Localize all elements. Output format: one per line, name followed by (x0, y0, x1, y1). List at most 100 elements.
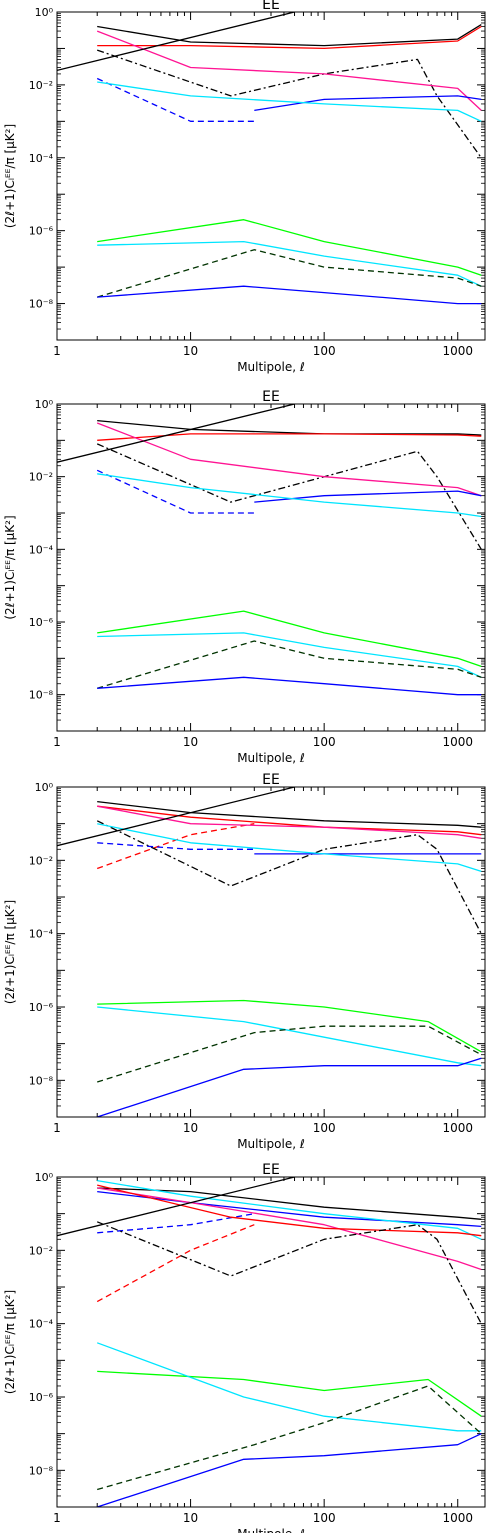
plot-frame (56, 11, 486, 341)
x-tick-label: 1000 (442, 1511, 473, 1525)
plot-area (57, 12, 482, 305)
chart-title: EE (262, 772, 280, 788)
series-line (97, 800, 482, 828)
y-tick-label: 10⁻⁶ (29, 1001, 54, 1014)
chart-panel-3: EE 1 10 100 1000 10⁻⁸ 10⁻⁶ 10⁻⁴ 10⁻² 10⁰ Multipole… (3, 772, 486, 1151)
series-line (97, 285, 482, 305)
y-tick-label: 10⁰ (35, 6, 54, 19)
plot-frame (56, 786, 486, 1118)
series-line (97, 676, 482, 696)
y-tick-label: 10⁻⁶ (29, 225, 54, 238)
series-line (97, 1385, 482, 1491)
series-line (96, 820, 482, 935)
series-line (97, 1025, 482, 1083)
series-line (97, 1187, 482, 1220)
series-line (96, 469, 255, 514)
series-line (96, 77, 255, 122)
x-tick-label: 100 (313, 1511, 336, 1525)
series-line (57, 787, 295, 847)
series-line (96, 1224, 255, 1303)
y-tick-label: 10⁻⁴ (29, 1318, 54, 1331)
plot-area (57, 1177, 482, 1507)
series-line (97, 823, 482, 873)
series-line (97, 805, 482, 839)
y-tick-label: 10⁻² (29, 471, 53, 484)
series-line (96, 443, 482, 550)
series-line (97, 1187, 482, 1271)
y-tick-label: 10⁻⁸ (29, 1074, 54, 1087)
x-tick-label: 1 (53, 735, 61, 749)
series-line (97, 1213, 255, 1234)
series-line (97, 24, 482, 47)
series-line (97, 1179, 482, 1240)
series-line (97, 1184, 482, 1237)
y-tick-label: 10⁰ (35, 398, 54, 411)
series-line (97, 433, 482, 441)
x-tick-label: 1 (53, 1511, 61, 1525)
series-line (97, 473, 482, 518)
y-tick-label: 10⁻⁶ (29, 1391, 54, 1404)
series-line (96, 30, 482, 111)
x-tick-label: 10 (183, 1121, 198, 1135)
y-tick-label: 10⁻² (29, 854, 53, 867)
series-line (96, 422, 482, 497)
y-axis-label: (2ℓ+1)Cₗᴱᴱ/π [μK²] (3, 1290, 17, 1394)
x-tick-label: 1 (53, 344, 61, 358)
plot-area (57, 404, 482, 696)
series-line (57, 1177, 295, 1237)
chart-title: EE (262, 1162, 280, 1178)
x-axis-label: Multipole, ℓ (237, 751, 305, 765)
chart-panel-1: EE 1 10 100 1000 10⁻⁸ 10⁻⁶ 10⁻⁴ 10⁻² 10⁰ Multipole… (3, 0, 486, 374)
series-line (97, 419, 482, 436)
chart-panel-4: EE 1 10 100 1000 10⁻⁸ 10⁻⁶ 10⁻⁴ 10⁻² 10⁰ Multipole… (3, 1162, 486, 1533)
series-line (57, 12, 295, 72)
series-line (97, 1370, 482, 1417)
x-tick-label: 1000 (442, 1121, 473, 1135)
series-line (97, 610, 482, 668)
series-line (97, 81, 482, 122)
chart-title: EE (262, 389, 280, 405)
y-tick-label: 10⁻⁸ (29, 689, 54, 702)
series-line (97, 1190, 482, 1228)
series-line (97, 240, 482, 287)
series-line (96, 1057, 482, 1117)
series-line (97, 1006, 482, 1067)
plot-frame (56, 403, 486, 732)
y-axis-label: (2ℓ+1)Cₗᴱᴱ/π [μK²] (3, 124, 17, 228)
x-tick-label: 10 (183, 735, 198, 749)
y-tick-label: 10⁰ (35, 781, 54, 794)
series-line (97, 219, 482, 276)
plot-frame (56, 1176, 486, 1508)
series-line (97, 632, 482, 678)
y-tick-label: 10⁰ (35, 1171, 54, 1184)
series-line (96, 1342, 482, 1432)
y-tick-label: 10⁻² (29, 79, 53, 92)
series-line (57, 404, 295, 463)
x-axis-label: Multipole, ℓ (237, 360, 305, 374)
x-tick-label: 1000 (442, 344, 473, 358)
plot-area (57, 787, 482, 1117)
y-tick-label: 10⁻⁸ (29, 1464, 54, 1477)
y-tick-label: 10⁻⁴ (29, 928, 54, 941)
x-tick-label: 10 (183, 1511, 198, 1525)
series-line (96, 49, 482, 159)
y-tick-label: 10⁻⁴ (29, 543, 54, 556)
chart-panel-2: EE 1 10 100 1000 10⁻⁸ 10⁻⁶ 10⁻⁴ 10⁻² 10⁰ Multipole… (3, 389, 486, 765)
series-line (96, 1221, 482, 1325)
series-line (97, 842, 255, 850)
y-tick-label: 10⁻⁶ (29, 616, 54, 629)
y-tick-label: 10⁻⁸ (29, 298, 54, 311)
series-line (254, 95, 482, 112)
chart-title: EE (262, 0, 280, 13)
series-line (97, 999, 482, 1053)
series-line (96, 1433, 482, 1507)
y-tick-label: 10⁻⁴ (29, 152, 54, 165)
x-tick-label: 1 (53, 1121, 61, 1135)
y-axis-label: (2ℓ+1)Cₗᴱᴱ/π [μK²] (3, 900, 17, 1004)
y-tick-label: 10⁻² (29, 1244, 53, 1257)
series-line (97, 805, 482, 836)
x-tick-label: 100 (313, 735, 336, 749)
x-axis-label: Multipole, ℓ (237, 1527, 305, 1533)
x-tick-label: 10 (183, 344, 198, 358)
